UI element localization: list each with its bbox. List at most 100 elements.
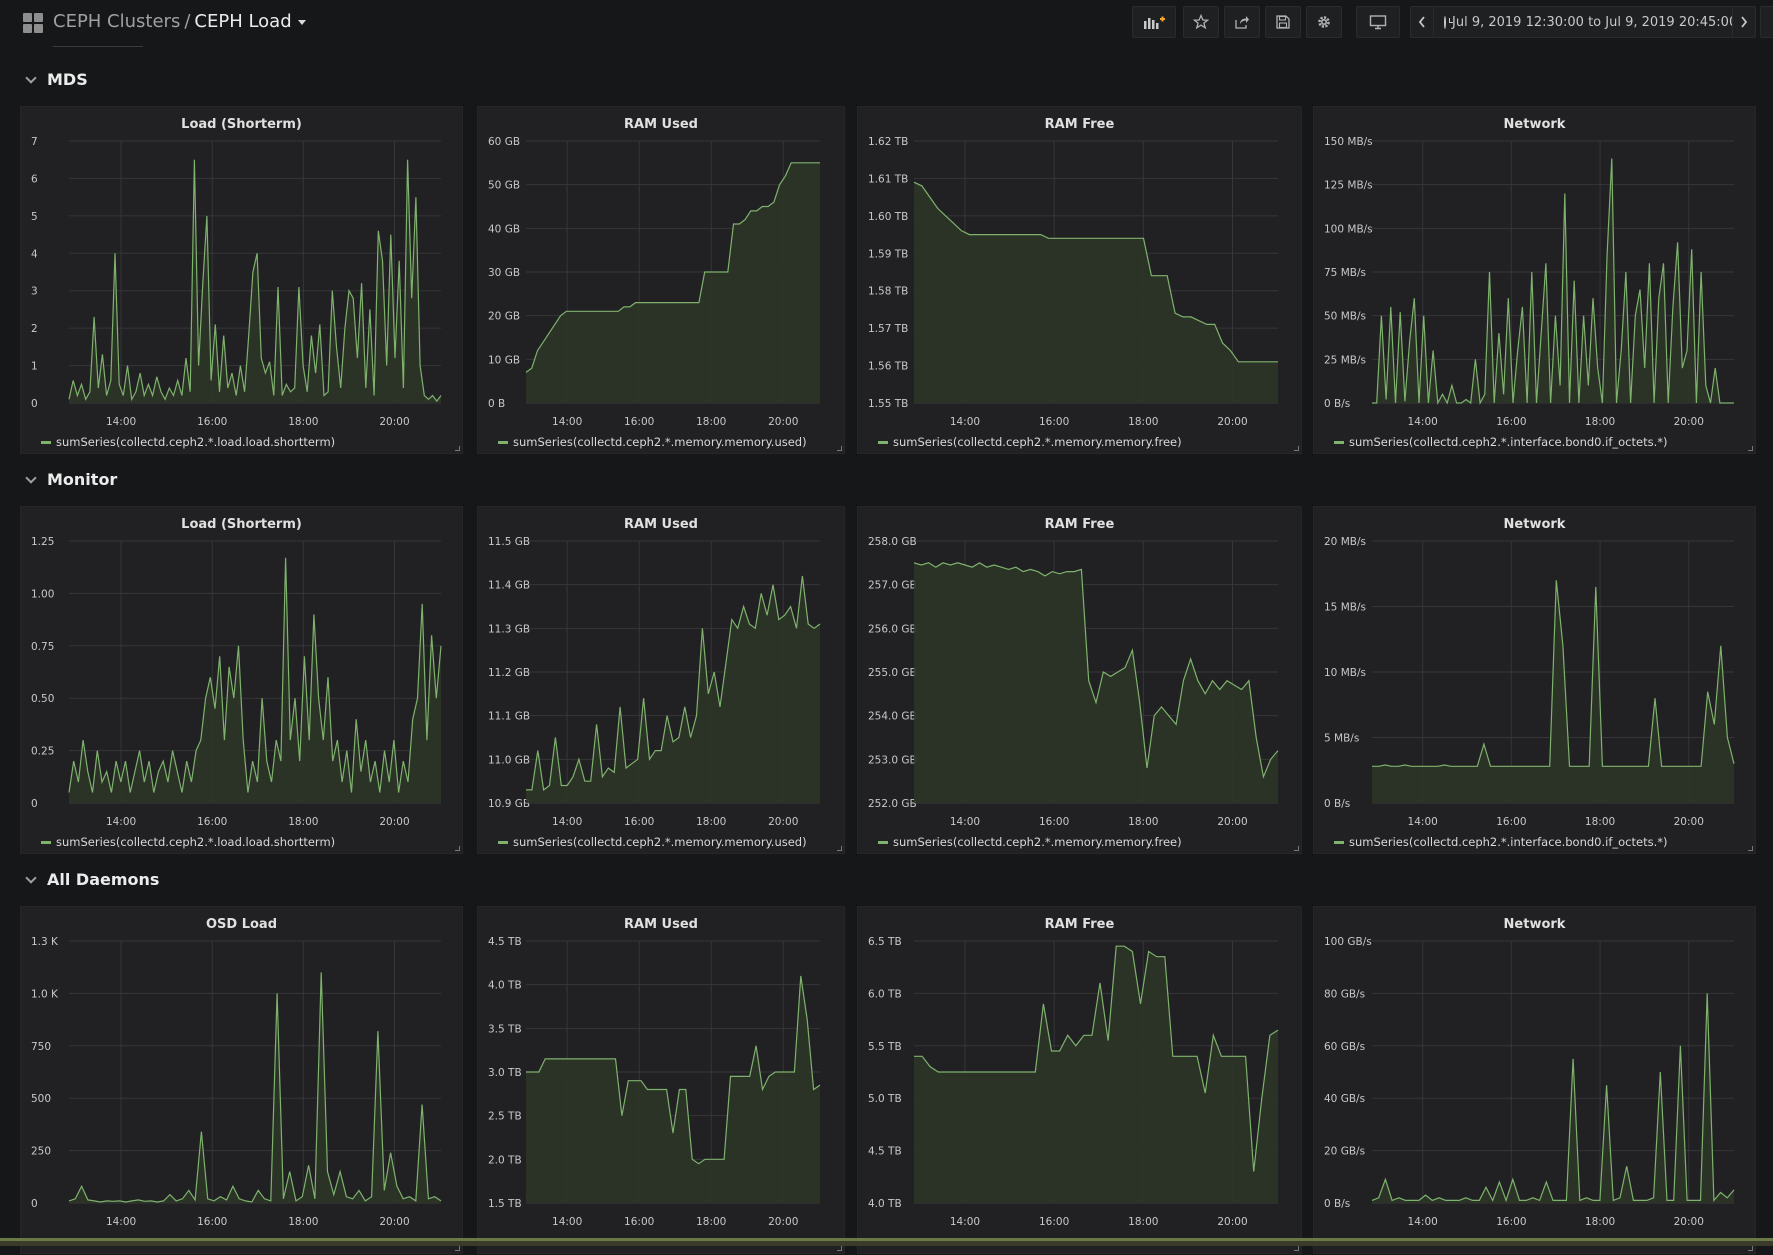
time-forward-button[interactable] <box>1732 6 1756 38</box>
time-range-picker[interactable]: Jul 9, 2019 12:30:00 to Jul 9, 2019 20:4… <box>1433 6 1737 38</box>
series-line <box>913 562 1279 779</box>
legend-item[interactable]: sumSeries(collectd.ceph2.*.interface.bon… <box>1334 435 1667 449</box>
resize-handle-icon[interactable] <box>455 846 460 851</box>
graph-panel[interactable]: Network 0 B/s 25 MB/s 50 MB/s 75 MB/s 100 MB/… <box>1313 106 1756 454</box>
graph-canvas[interactable]: 252.0 GB 253.0 GB 254.0 GB 255.0 GB 256.0 GB… <box>858 507 1303 855</box>
graph-panel[interactable]: RAM Free 1.55 TB 1.56 TB 1.57 TB 1.58 TB 1.59… <box>857 106 1302 454</box>
graph-panel[interactable]: RAM Used 0 B 10 GB 20 GB 30 GB 40 GB 50 GB 60 G… <box>477 106 845 454</box>
y-tick-label: 50 GB <box>488 180 520 192</box>
resize-handle-icon[interactable] <box>1748 446 1753 451</box>
y-tick-label: 40 GB/s <box>1324 1093 1365 1105</box>
panel-title[interactable]: RAM Used <box>624 917 698 932</box>
x-tick-label: 18:00 <box>288 816 318 828</box>
resize-handle-icon[interactable] <box>837 1246 842 1251</box>
time-back-button[interactable] <box>1410 6 1434 38</box>
resize-handle-icon[interactable] <box>1294 846 1299 851</box>
y-tick-label: 4.5 TB <box>488 936 522 948</box>
legend-item[interactable]: sumSeries(collectd.ceph2.*.memory.memory… <box>878 835 1182 849</box>
graph-canvas[interactable]: 0 B/s 5 MB/s 10 MB/s 15 MB/s 20 MB/s 14:00 16:… <box>1314 507 1757 855</box>
panel-title[interactable]: Load (Shorterm) <box>181 517 302 532</box>
y-tick-label: 500 <box>31 1093 51 1105</box>
series-line <box>526 975 821 1165</box>
legend-item[interactable]: sumSeries(collectd.ceph2.*.memory.memory… <box>878 435 1182 449</box>
row-header-all-daemons[interactable]: All Daemons <box>24 870 159 889</box>
zoom-out-button[interactable] <box>1760 6 1773 38</box>
y-tick-label: 6.0 TB <box>868 988 902 1000</box>
resize-handle-icon[interactable] <box>1748 1246 1753 1251</box>
resize-handle-icon[interactable] <box>455 446 460 451</box>
graph-canvas[interactable]: 0 B 10 GB 20 GB 30 GB 40 GB 50 GB 60 GB 14:00 16… <box>478 107 846 455</box>
graph-canvas[interactable]: 1.5 TB 2.0 TB 2.5 TB 3.0 TB 3.5 TB 4.0 TB 4.5 … <box>478 907 846 1255</box>
graph-panel[interactable]: Load (Shorterm) 0 0.25 0.50 0.75 1.00 1.25 14:0… <box>20 506 463 854</box>
graph-canvas[interactable]: 0 250 500 750 1.0 K 1.3 K 14:00 16:00 18:00 20:00 <box>21 907 464 1255</box>
legend-item[interactable]: sumSeries(collectd.ceph2.*.memory.memory… <box>498 835 807 849</box>
dashboard-title[interactable]: CEPH Load <box>194 11 292 32</box>
monitor-icon <box>1369 15 1387 30</box>
x-tick-label: 16:00 <box>624 416 654 428</box>
panel-title[interactable]: RAM Free <box>1044 917 1115 932</box>
panel-title[interactable]: RAM Free <box>1044 517 1115 532</box>
resize-handle-icon[interactable] <box>837 846 842 851</box>
x-tick-label: 18:00 <box>1585 816 1615 828</box>
panel-title[interactable]: Network <box>1503 117 1566 132</box>
graph-panel[interactable]: OSD Load 0 250 500 750 1.0 K 1.3 K 14:00 16:00 18… <box>20 906 463 1254</box>
legend-item[interactable]: sumSeries(collectd.ceph2.*.load.load.sho… <box>41 835 335 849</box>
graph-panel[interactable]: RAM Free 4.0 TB 4.5 TB 5.0 TB 5.5 TB 6.0 TB 6.… <box>857 906 1302 1254</box>
panel-title[interactable]: RAM Free <box>1044 117 1115 132</box>
y-tick-label: 6 <box>31 173 38 185</box>
caret-down-icon[interactable] <box>297 19 306 25</box>
graph-panel[interactable]: Load (Shorterm) 0 1 2 3 4 5 6 7 14:00 16:00 18:00 20… <box>20 106 463 454</box>
y-tick-label: 11.1 GB <box>488 711 530 723</box>
row-header-mds[interactable]: MDS <box>24 70 88 89</box>
add-panel-button[interactable] <box>1132 6 1176 38</box>
legend-item[interactable]: sumSeries(collectd.ceph2.*.memory.memory… <box>498 435 807 449</box>
graph-panel[interactable]: RAM Free 252.0 GB 253.0 GB 254.0 GB 255.0 GB… <box>857 506 1302 854</box>
legend-item[interactable]: sumSeries(collectd.ceph2.*.interface.bon… <box>1334 835 1667 849</box>
panel-title[interactable]: RAM Used <box>624 517 698 532</box>
series-line <box>913 181 1278 363</box>
chevron-down-icon <box>25 471 37 484</box>
y-tick-label: 20 GB <box>488 311 520 323</box>
panel-title[interactable]: Network <box>1503 517 1566 532</box>
y-tick-label: 256.0 GB <box>868 623 917 635</box>
chevron-right-icon <box>1741 16 1748 28</box>
resize-handle-icon[interactable] <box>1748 846 1753 851</box>
y-tick-label: 254.0 GB <box>868 711 917 723</box>
graph-panel[interactable]: Network 0 B/s 5 MB/s 10 MB/s 15 MB/s 20 MB/s 1… <box>1313 506 1756 854</box>
resize-handle-icon[interactable] <box>1294 446 1299 451</box>
settings-button[interactable] <box>1306 6 1342 38</box>
y-tick-label: 1.25 <box>31 536 54 548</box>
resize-handle-icon[interactable] <box>455 1246 460 1251</box>
tv-mode-button[interactable] <box>1356 6 1400 38</box>
star-button[interactable] <box>1183 6 1219 38</box>
share-button[interactable] <box>1224 6 1260 38</box>
horizontal-scrollbar[interactable] <box>0 1238 1773 1246</box>
panel-title[interactable]: OSD Load <box>205 917 278 932</box>
resize-handle-icon[interactable] <box>1294 1246 1299 1251</box>
panel-title[interactable]: Load (Shorterm) <box>181 117 302 132</box>
graph-panel[interactable]: RAM Used 1.5 TB 2.0 TB 2.5 TB 3.0 TB 3.5 TB 4.… <box>477 906 845 1254</box>
x-tick-label: 14:00 <box>552 416 582 428</box>
graph-canvas[interactable]: 10.9 GB 11.0 GB 11.1 GB 11.2 GB 11.3 GB 11.4 … <box>478 507 846 855</box>
panel-title[interactable]: RAM Used <box>624 117 698 132</box>
graph-canvas[interactable]: 0 B/s 20 GB/s 40 GB/s 60 GB/s 80 GB/s 100 GB/… <box>1314 907 1757 1255</box>
legend-item[interactable]: sumSeries(collectd.ceph2.*.load.load.sho… <box>41 435 335 449</box>
graph-canvas[interactable]: 0 1 2 3 4 5 6 7 14:00 16:00 18:00 20:00 <box>21 107 464 455</box>
series-area <box>526 162 820 403</box>
panel-title[interactable]: Network <box>1503 917 1566 932</box>
graph-canvas[interactable]: 4.0 TB 4.5 TB 5.0 TB 5.5 TB 6.0 TB 6.5 TB 14:0… <box>858 907 1303 1255</box>
dashboards-grid-icon[interactable] <box>23 13 43 33</box>
resize-handle-icon[interactable] <box>837 446 842 451</box>
y-tick-label: 1.55 TB <box>868 398 908 410</box>
y-tick-label: 11.5 GB <box>488 536 530 548</box>
graph-canvas[interactable]: 0 B/s 25 MB/s 50 MB/s 75 MB/s 100 MB/s 125 MB… <box>1314 107 1757 455</box>
graph-panel[interactable]: Network 0 B/s 20 GB/s 40 GB/s 60 GB/s 80 GB/s… <box>1313 906 1756 1254</box>
save-button[interactable] <box>1265 6 1301 38</box>
row-header-monitor[interactable]: Monitor <box>24 470 117 489</box>
graph-canvas[interactable]: 1.55 TB 1.56 TB 1.57 TB 1.58 TB 1.59 TB 1.60 … <box>858 107 1303 455</box>
breadcrumb-folder[interactable]: CEPH Clusters <box>53 11 181 32</box>
y-tick-label: 0 <box>31 798 38 810</box>
graph-canvas[interactable]: 0 0.25 0.50 0.75 1.00 1.25 14:00 16:00 18:00 20:0… <box>21 507 464 855</box>
x-tick-label: 14:00 <box>950 1216 980 1228</box>
graph-panel[interactable]: RAM Used 10.9 GB 11.0 GB 11.1 GB 11.2 GB 11.3… <box>477 506 845 854</box>
